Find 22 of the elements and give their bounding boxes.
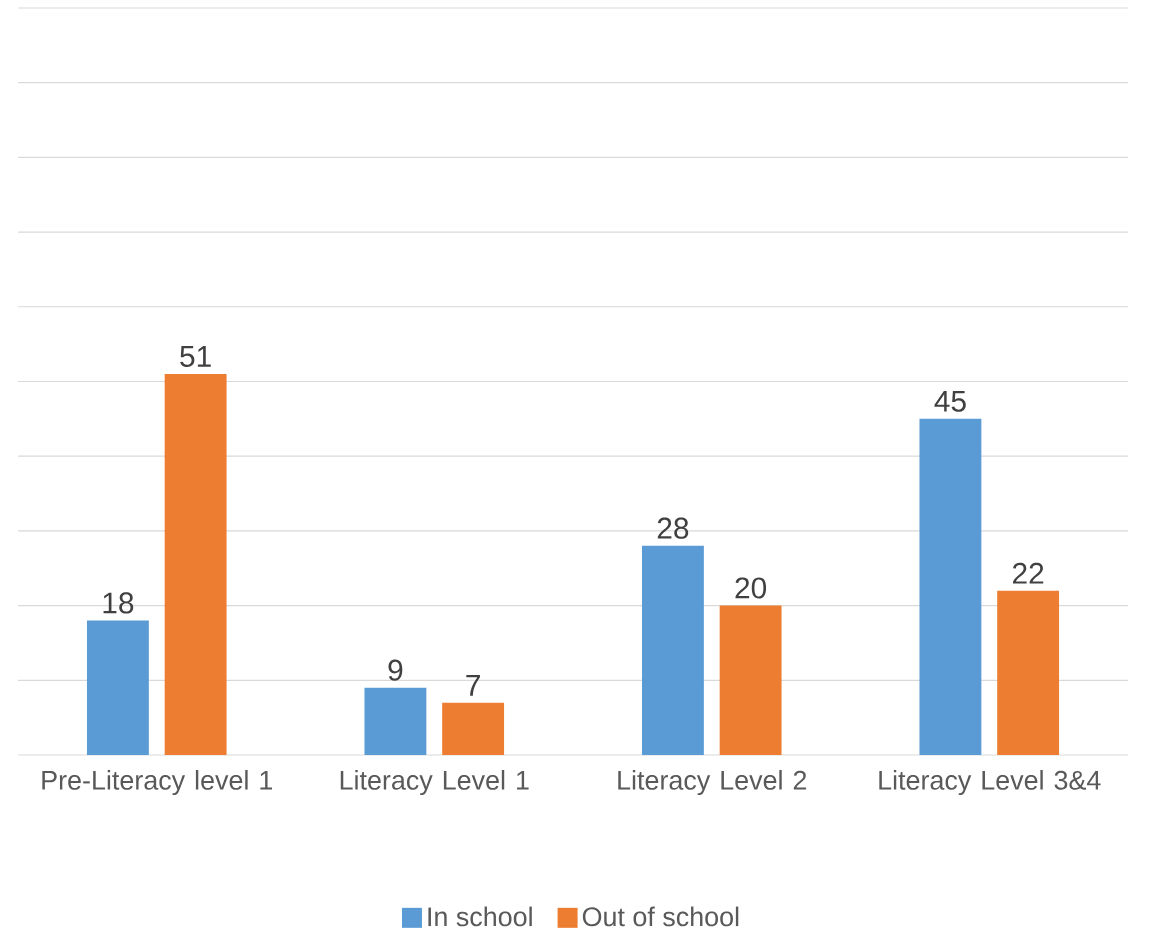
bar bbox=[719, 605, 782, 755]
legend-label: Out of school bbox=[582, 906, 739, 927]
legend-label: In school bbox=[428, 906, 532, 927]
data-label: 45 bbox=[934, 390, 966, 412]
x-tick-label: Literacy Level 1 bbox=[340, 770, 529, 796]
data-label: 7 bbox=[466, 675, 480, 696]
bar bbox=[86, 620, 149, 755]
x-tick-label: Literacy Level 2 bbox=[618, 770, 807, 796]
x-tick-label: Literacy Level 3&4 bbox=[879, 770, 1101, 796]
data-label: 18 bbox=[103, 592, 134, 614]
data-label: 51 bbox=[180, 346, 211, 367]
data-label: 28 bbox=[657, 517, 689, 539]
bar bbox=[919, 418, 982, 755]
x-tick-label: Pre-Literacy level 1 bbox=[42, 770, 273, 796]
bar bbox=[641, 545, 704, 755]
data-label: 20 bbox=[735, 577, 767, 599]
data-label: 22 bbox=[1013, 562, 1044, 584]
bar bbox=[164, 374, 227, 755]
bar bbox=[442, 702, 505, 755]
bar bbox=[997, 590, 1060, 755]
data-label: 9 bbox=[388, 659, 403, 681]
bar bbox=[364, 687, 427, 755]
